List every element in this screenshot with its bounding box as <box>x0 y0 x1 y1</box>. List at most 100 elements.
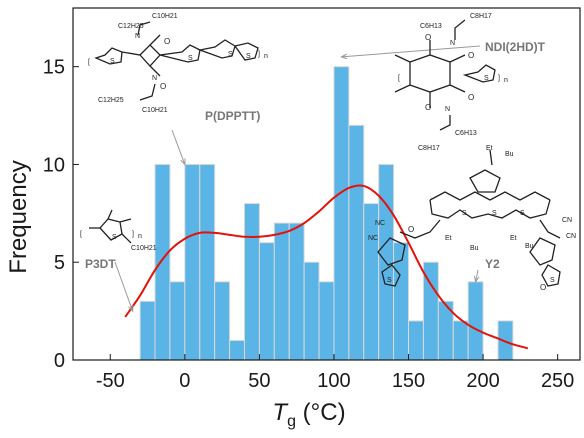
histogram-bar-4 <box>199 163 216 361</box>
structure-p3dt: [ S ] n C10H21 <box>80 209 157 252</box>
svg-text:O: O <box>540 283 546 292</box>
annotation-arrowhead-0 <box>128 305 134 313</box>
histogram-bar-6 <box>229 339 245 361</box>
svg-text:C6H13: C6H13 <box>455 130 477 137</box>
svg-text:O: O <box>468 51 474 60</box>
svg-text:O: O <box>425 33 431 42</box>
annotation-arrow-0 <box>114 261 134 312</box>
svg-text:]: ] <box>132 231 134 238</box>
x-axis-title-unit: (°C) <box>296 399 346 426</box>
bars-layer <box>139 66 514 361</box>
histogram-bar-3 <box>184 163 201 361</box>
histogram-bar-15 <box>363 203 380 361</box>
svg-text:S: S <box>484 75 489 82</box>
svg-text:S: S <box>387 277 392 284</box>
histogram-bar-5 <box>214 281 231 361</box>
svg-text:S: S <box>188 55 193 62</box>
svg-text:N: N <box>450 40 455 47</box>
svg-text:C8H17: C8H17 <box>470 13 492 20</box>
svg-text:Bu: Bu <box>470 245 479 252</box>
x-axis-title-symbol: T <box>272 399 289 426</box>
svg-text:O: O <box>160 82 166 91</box>
svg-text:O: O <box>408 225 414 234</box>
x-tick-label-50: 50 <box>248 370 270 392</box>
svg-text:Et: Et <box>445 235 452 242</box>
x-tick-label-0: 0 <box>179 370 190 392</box>
svg-text:n: n <box>504 77 508 84</box>
svg-text:CN: CN <box>562 217 572 224</box>
x-tick-label-250: 250 <box>541 370 574 392</box>
svg-text:Bu: Bu <box>525 243 534 250</box>
svg-text:C12H25: C12H25 <box>98 97 124 104</box>
svg-text:S: S <box>550 277 555 284</box>
label-pdpptt: P(DPPTT) <box>205 109 260 123</box>
y-tick-label-0: 0 <box>54 350 65 372</box>
annotation-arrow-2 <box>341 45 481 58</box>
svg-text:S: S <box>110 58 115 65</box>
ticks-layer: -50 0 50 100 150 200 250 0 5 10 15 <box>43 57 575 392</box>
svg-text:CN: CN <box>566 233 576 240</box>
atom-s-1: S <box>112 234 117 241</box>
svg-text:S: S <box>492 210 497 217</box>
svg-text:[: [ <box>80 231 82 238</box>
svg-text:Et: Et <box>486 145 493 152</box>
svg-text:S: S <box>246 53 251 60</box>
structure-y2: Et Bu S S S NC NC CN CN O O Et Bu Et Bu … <box>368 145 576 292</box>
svg-text:C8H17: C8H17 <box>418 145 440 152</box>
histogram-bar-1 <box>154 163 171 361</box>
plot-frame <box>72 7 581 361</box>
y-axis-title: Frequency <box>5 160 32 273</box>
y-tick-label-5: 5 <box>54 252 65 274</box>
x-tick-label-100: 100 <box>317 370 350 392</box>
svg-text:]: ] <box>498 75 500 82</box>
label-y2: Y2 <box>485 257 500 271</box>
svg-text:S: S <box>520 210 525 217</box>
x-tick-label-200: 200 <box>466 370 499 392</box>
arrows-layer <box>114 45 481 313</box>
svg-text:C10H21: C10H21 <box>142 107 168 114</box>
svg-text:N: N <box>152 75 157 82</box>
label-p3dt: P3DT <box>85 257 116 271</box>
histogram-bar-21 <box>452 320 469 361</box>
histogram-bar-8 <box>258 242 275 361</box>
y-tick-label-10: 10 <box>43 154 65 176</box>
histogram-bar-2 <box>169 281 186 361</box>
x-axis-title: Tg (°C) <box>272 399 345 430</box>
svg-text:n: n <box>264 53 268 60</box>
svg-text:C6H13: C6H13 <box>420 23 442 30</box>
histogram-bar-14 <box>348 124 365 361</box>
svg-text:N: N <box>135 33 140 40</box>
histogram-bar-10 <box>288 222 305 361</box>
svg-text:Et: Et <box>510 235 517 242</box>
histogram-bar-7 <box>243 203 260 361</box>
x-axis-title-subscript: g <box>287 413 296 430</box>
svg-text:[: [ <box>398 75 400 82</box>
annotation-arrow-3 <box>475 269 479 282</box>
svg-text:Bu: Bu <box>505 151 514 158</box>
svg-text:n: n <box>138 233 142 240</box>
x-tick-label-150: 150 <box>392 370 425 392</box>
svg-text:S: S <box>462 210 467 217</box>
histogram-bar-13 <box>333 66 350 361</box>
svg-text:O: O <box>468 93 474 102</box>
x-tick-label--50: -50 <box>96 370 125 392</box>
histogram-bar-22 <box>467 281 484 361</box>
histogram-bar-0 <box>139 300 156 361</box>
histogram-bar-11 <box>303 261 320 361</box>
label-ndi2hdt: NDI(2HD)T <box>485 40 546 54</box>
histogram-bar-9 <box>273 222 290 361</box>
annotation-arrowhead-3 <box>473 275 480 284</box>
svg-text:NC: NC <box>375 220 385 227</box>
annotation-arrowhead-2 <box>340 53 348 60</box>
structure-pdpptt: [ S O O N N C10H21 C12H25 S S S ] n C12H… <box>88 13 268 114</box>
svg-text:S: S <box>228 51 233 58</box>
svg-text:C10H21: C10H21 <box>152 13 178 20</box>
svg-text:[: [ <box>88 59 90 66</box>
histogram-bar-12 <box>318 281 335 361</box>
sub-p3dt: C10H21 <box>131 245 157 252</box>
svg-text:C12H25: C12H25 <box>118 23 144 30</box>
annotation-arrowhead-1 <box>180 158 186 166</box>
svg-text:]: ] <box>258 51 260 58</box>
